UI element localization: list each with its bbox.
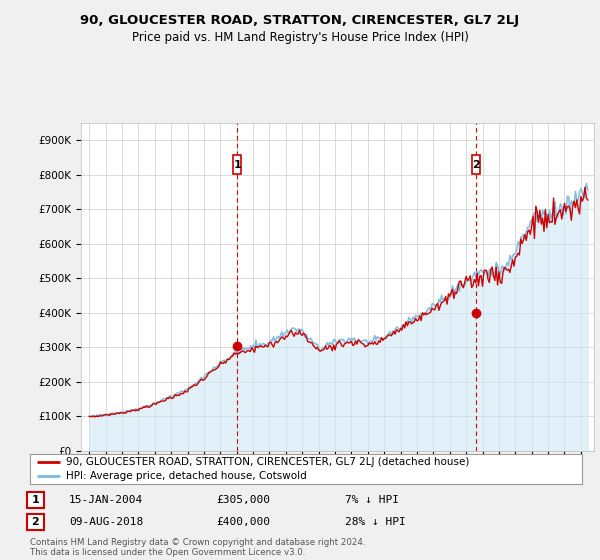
FancyBboxPatch shape [472,155,480,174]
Text: 1: 1 [233,160,241,170]
Text: HPI: Average price, detached house, Cotswold: HPI: Average price, detached house, Cots… [66,471,307,481]
Text: 90, GLOUCESTER ROAD, STRATTON, CIRENCESTER, GL7 2LJ (detached house): 90, GLOUCESTER ROAD, STRATTON, CIRENCEST… [66,457,469,467]
Text: 7% ↓ HPI: 7% ↓ HPI [345,495,399,505]
Text: Price paid vs. HM Land Registry's House Price Index (HPI): Price paid vs. HM Land Registry's House … [131,31,469,44]
Text: 2: 2 [472,160,480,170]
Text: 09-AUG-2018: 09-AUG-2018 [69,517,143,527]
FancyBboxPatch shape [233,155,241,174]
Text: 15-JAN-2004: 15-JAN-2004 [69,495,143,505]
Text: 28% ↓ HPI: 28% ↓ HPI [345,517,406,527]
Text: 2: 2 [32,517,39,527]
Text: £400,000: £400,000 [216,517,270,527]
Text: 90, GLOUCESTER ROAD, STRATTON, CIRENCESTER, GL7 2LJ: 90, GLOUCESTER ROAD, STRATTON, CIRENCEST… [80,14,520,27]
Text: Contains HM Land Registry data © Crown copyright and database right 2024.
This d: Contains HM Land Registry data © Crown c… [30,538,365,557]
Text: 1: 1 [32,495,39,505]
Text: £305,000: £305,000 [216,495,270,505]
